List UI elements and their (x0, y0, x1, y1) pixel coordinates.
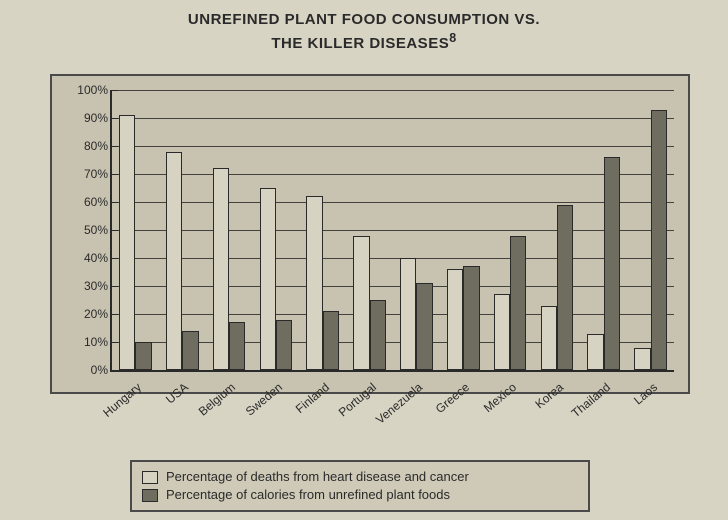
bar-calories (323, 311, 339, 370)
y-tick-label: 40% (84, 251, 112, 265)
bar-calories (135, 342, 151, 370)
bar-calories (651, 110, 667, 370)
y-tick-label: 20% (84, 307, 112, 321)
bar-calories (182, 331, 198, 370)
bar-deaths (447, 269, 463, 370)
y-tick-label: 70% (84, 167, 112, 181)
x-tick-label: Korea (532, 380, 566, 411)
chart-title-footnote: 8 (449, 31, 456, 45)
bar-deaths (541, 306, 557, 370)
bar-deaths (260, 188, 276, 370)
bar-deaths (353, 236, 369, 370)
bar-calories (510, 236, 526, 370)
x-tick-label: Laos (631, 380, 660, 407)
bar-calories (229, 322, 245, 370)
gridline (112, 230, 674, 231)
x-tick-label: Thailand (568, 380, 612, 420)
gridline (112, 118, 674, 119)
y-tick-label: 50% (84, 223, 112, 237)
legend-swatch-light (142, 471, 158, 484)
chart-title: UNREFINED PLANT FOOD CONSUMPTION VS. THE… (0, 0, 728, 55)
legend-item: Percentage of calories from unrefined pl… (142, 486, 578, 504)
bar-calories (416, 283, 432, 370)
x-tick-label: Hungary (101, 380, 145, 420)
chart-legend: Percentage of deaths from heart disease … (130, 460, 590, 512)
bar-calories (604, 157, 620, 370)
y-tick-label: 30% (84, 279, 112, 293)
bar-deaths (166, 152, 182, 370)
y-tick-label: 10% (84, 335, 112, 349)
chart-title-line1: UNREFINED PLANT FOOD CONSUMPTION VS. (188, 11, 540, 28)
gridline (112, 146, 674, 147)
gridline (112, 90, 674, 91)
legend-item: Percentage of deaths from heart disease … (142, 468, 578, 486)
x-tick-label: Belgium (196, 380, 238, 419)
gridline (112, 258, 674, 259)
y-tick-label: 100% (77, 83, 112, 97)
x-tick-label: Portugal (335, 380, 378, 419)
y-tick-label: 0% (91, 363, 112, 377)
x-tick-label: Mexico (481, 380, 519, 415)
bar-deaths (494, 294, 510, 370)
gridline (112, 286, 674, 287)
chart-title-line2: THE KILLER DISEASES (271, 35, 449, 52)
bar-deaths (400, 258, 416, 370)
gridline (112, 314, 674, 315)
bar-calories (370, 300, 386, 370)
x-tick-label: Greece (433, 380, 472, 416)
legend-swatch-dark (142, 489, 158, 502)
x-tick-label: Sweden (243, 380, 285, 419)
bar-deaths (587, 334, 603, 370)
gridline (112, 174, 674, 175)
bar-calories (557, 205, 573, 370)
bar-deaths (213, 168, 229, 370)
x-tick-label: Venezuela (373, 380, 425, 427)
legend-label: Percentage of calories from unrefined pl… (166, 486, 450, 504)
bar-deaths (306, 196, 322, 370)
bar-calories (463, 266, 479, 370)
x-tick-label: USA (163, 380, 191, 407)
legend-label: Percentage of deaths from heart disease … (166, 468, 469, 486)
y-tick-label: 90% (84, 111, 112, 125)
bar-deaths (634, 348, 650, 370)
gridline (112, 202, 674, 203)
chart-frame: 0%10%20%30%40%50%60%70%80%90%100%Hungary… (50, 74, 690, 394)
chart-plot-area: 0%10%20%30%40%50%60%70%80%90%100%Hungary… (110, 90, 674, 372)
bar-deaths (119, 115, 135, 370)
y-tick-label: 80% (84, 139, 112, 153)
x-tick-label: Finland (293, 380, 332, 416)
y-tick-label: 60% (84, 195, 112, 209)
bar-calories (276, 320, 292, 370)
